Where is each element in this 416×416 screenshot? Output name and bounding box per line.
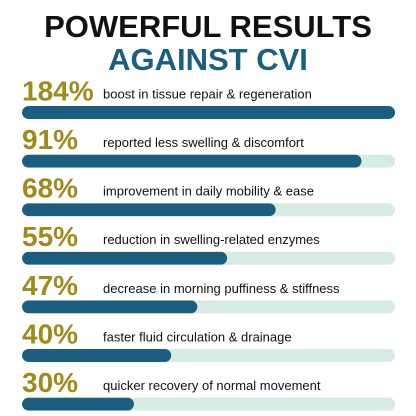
category-label: quicker recovery of normal movement: [103, 378, 321, 393]
bar: [22, 203, 276, 217]
category-label: decrease in morning puffiness & stiffnes…: [103, 281, 340, 296]
category-label: reported less swelling & discomfort: [103, 135, 304, 150]
bar: [22, 251, 228, 265]
value-label: 40%: [22, 318, 78, 349]
category-label: faster fluid circulation & drainage: [103, 329, 292, 344]
subtitle: AGAINST CVI: [108, 42, 308, 77]
bar: [22, 397, 134, 411]
bar: [22, 300, 198, 314]
category-label: boost in tissue repair & regeneration: [103, 86, 312, 101]
value-label: 91%: [22, 124, 78, 155]
value-label: 47%: [22, 270, 78, 301]
bar: [22, 154, 362, 168]
bar: [22, 349, 172, 362]
bar: [22, 106, 395, 119]
category-label: improvement in daily mobility & ease: [103, 184, 314, 199]
category-label: reduction in swelling-related enzymes: [103, 232, 320, 247]
value-label: 68%: [22, 173, 78, 204]
title: POWERFUL RESULTS: [44, 9, 372, 44]
value-label: 30%: [22, 367, 78, 398]
value-label: 184%: [22, 75, 94, 106]
value-label: 55%: [22, 221, 78, 252]
